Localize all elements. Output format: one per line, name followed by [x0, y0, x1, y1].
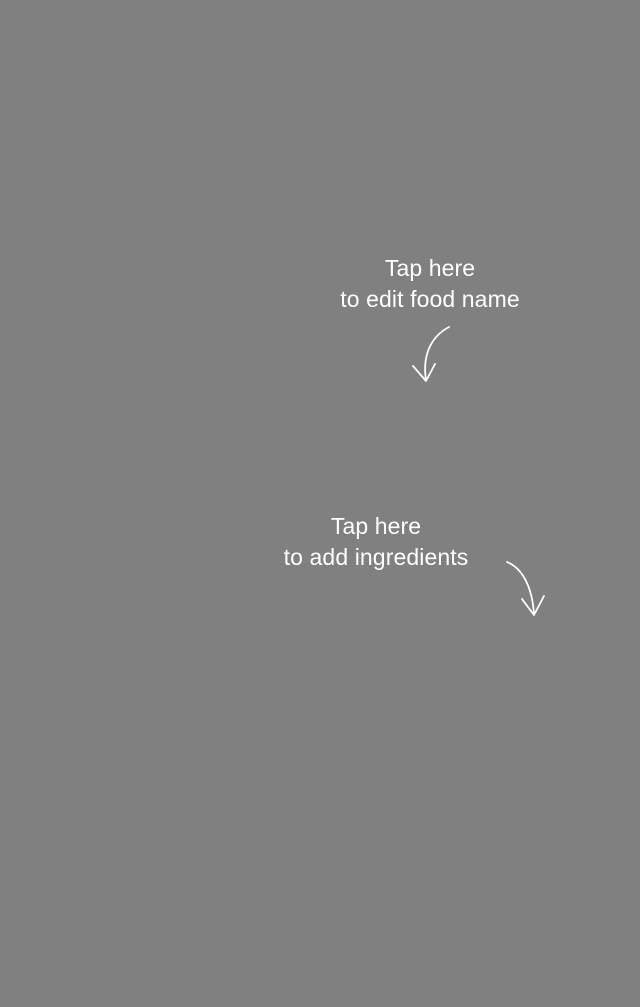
curved-arrow-down-right-icon	[500, 556, 552, 620]
curved-arrow-down-left-icon	[404, 322, 456, 386]
hint-add-ingredients-line1: Tap here	[330, 513, 422, 539]
hint-edit-food-name-line2: to edit food name	[340, 286, 520, 312]
hint-edit-food-name: Tap here to edit food name	[330, 253, 530, 315]
hint-add-ingredients-line2: to add ingredients	[283, 544, 469, 570]
hint-add-ingredients: Tap here to add ingredients	[276, 511, 476, 573]
hint-edit-food-name-line1: Tap here	[384, 255, 476, 281]
